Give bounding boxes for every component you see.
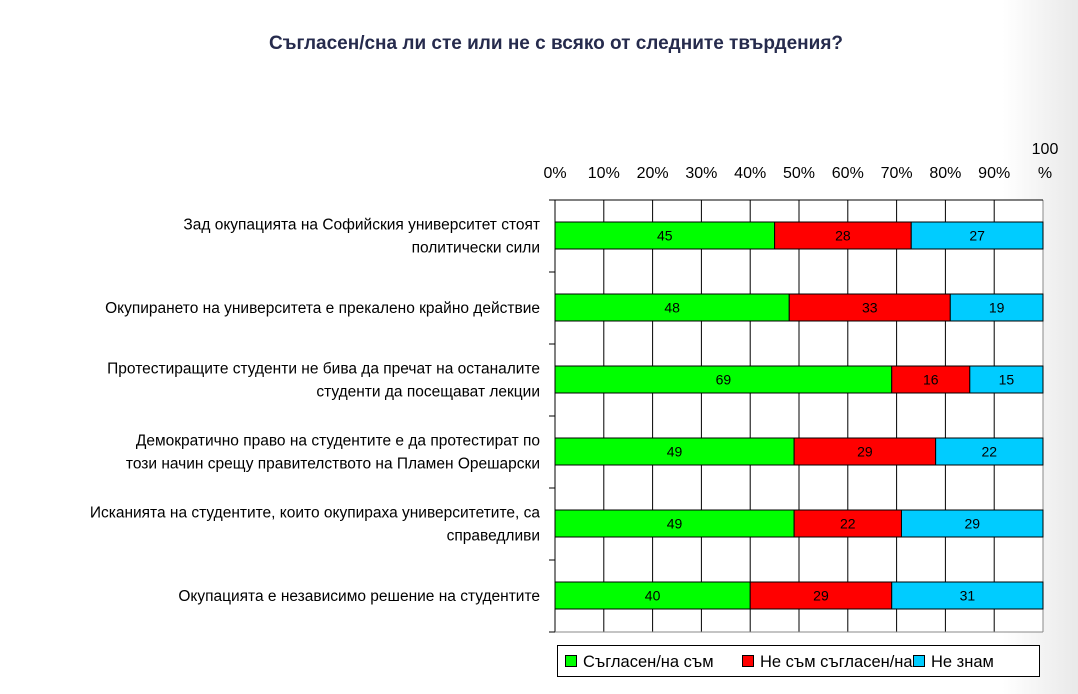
- category-label-line: Протестиращите студенти не бива да преча…: [107, 361, 540, 378]
- bar-segment: [554, 293, 790, 322]
- bar-segment: [891, 581, 1044, 610]
- category-label-line: политически сили: [412, 240, 540, 257]
- data-label: 16: [923, 372, 939, 388]
- x-tick-label: 0%: [543, 165, 566, 182]
- bar-segment: [554, 581, 751, 610]
- category-label-line: Зад окупацията на Софийския университет …: [183, 217, 540, 234]
- x-tick-label: 30%: [685, 165, 717, 182]
- category-label: Исканията на студентите, които окупираха…: [90, 505, 541, 545]
- data-label: 40: [645, 588, 661, 604]
- data-label: 15: [999, 372, 1015, 388]
- data-label: 22: [840, 516, 856, 532]
- legend-label: Не знам: [931, 653, 994, 671]
- legend: Съгласен/на съм Не съм съгласен/на Не знам: [557, 645, 1040, 677]
- bar-segment: [969, 365, 1044, 394]
- data-label: 22: [982, 444, 998, 460]
- data-label: 31: [960, 588, 976, 604]
- bar-segment: [891, 365, 971, 394]
- category-label: Демократично право на студентите е да пр…: [126, 433, 540, 473]
- category-label-line: студенти да посещават лекции: [316, 384, 540, 401]
- data-label: 33: [862, 300, 878, 316]
- category-label: Зад окупацията на Софийския университет …: [183, 217, 540, 257]
- data-label: 69: [716, 372, 732, 388]
- category-label-line: Окупирането на университета е прекалено …: [105, 300, 540, 317]
- x-tick-label: 70%: [881, 165, 913, 182]
- data-label: 49: [667, 444, 683, 460]
- legend-label: Съгласен/на съм: [583, 653, 714, 671]
- category-label-line: Исканията на студентите, които окупираха…: [90, 505, 541, 522]
- x-tick-label: 90%: [978, 165, 1010, 182]
- data-label: 27: [969, 228, 985, 244]
- bar-segment: [900, 509, 1044, 538]
- category-label: Окупирането на университета е прекалено …: [105, 300, 540, 317]
- x-tick-label: 60%: [832, 165, 864, 182]
- data-label: 49: [667, 516, 683, 532]
- category-label-line: този начин срещу правителството на Пламе…: [126, 456, 540, 473]
- legend-swatch: [565, 655, 577, 667]
- data-label: 28: [835, 228, 851, 244]
- x-tick-label: 80%: [929, 165, 961, 182]
- x-tick-label: 10%: [588, 165, 620, 182]
- bar-segment: [910, 221, 1044, 250]
- legend-box: [557, 645, 1040, 677]
- chart-title: Съгласен/сна ли сте или не с всяко от сл…: [268, 33, 844, 54]
- bar-segment: [554, 365, 893, 394]
- bar-segment: [749, 581, 893, 610]
- bar-segment: [949, 293, 1044, 322]
- x-tick-label: 100%: [1032, 141, 1059, 182]
- data-label: 45: [657, 228, 673, 244]
- category-label-line: Окупацията е независимо решение на студе…: [178, 588, 540, 605]
- category-label-line: Демократично право на студентите е да пр…: [136, 433, 540, 450]
- x-tick-label: 20%: [637, 165, 669, 182]
- data-label: 29: [964, 516, 980, 532]
- bar-segment: [554, 509, 795, 538]
- data-label: 19: [989, 300, 1005, 316]
- x-tick-label: 40%: [734, 165, 766, 182]
- category-label: Окупацията е независимо решение на студе…: [178, 588, 540, 605]
- bar-segment: [554, 221, 776, 250]
- category-label: Протестиращите студенти не бива да преча…: [107, 361, 540, 401]
- data-label: 29: [857, 444, 873, 460]
- legend-label: Не съм съгласен/на: [760, 653, 913, 671]
- data-label: 48: [664, 300, 680, 316]
- bar-segment: [793, 509, 902, 538]
- category-label-line: справедливи: [447, 528, 540, 545]
- x-tick-label-line: 100: [1032, 141, 1059, 158]
- x-tick-label-line: %: [1038, 165, 1052, 182]
- legend-swatch: [742, 655, 754, 667]
- x-tick-label: 50%: [783, 165, 815, 182]
- legend-swatch: [913, 655, 925, 667]
- data-label: 29: [813, 588, 829, 604]
- bar-segment: [935, 437, 1044, 466]
- bar-segment: [788, 293, 951, 322]
